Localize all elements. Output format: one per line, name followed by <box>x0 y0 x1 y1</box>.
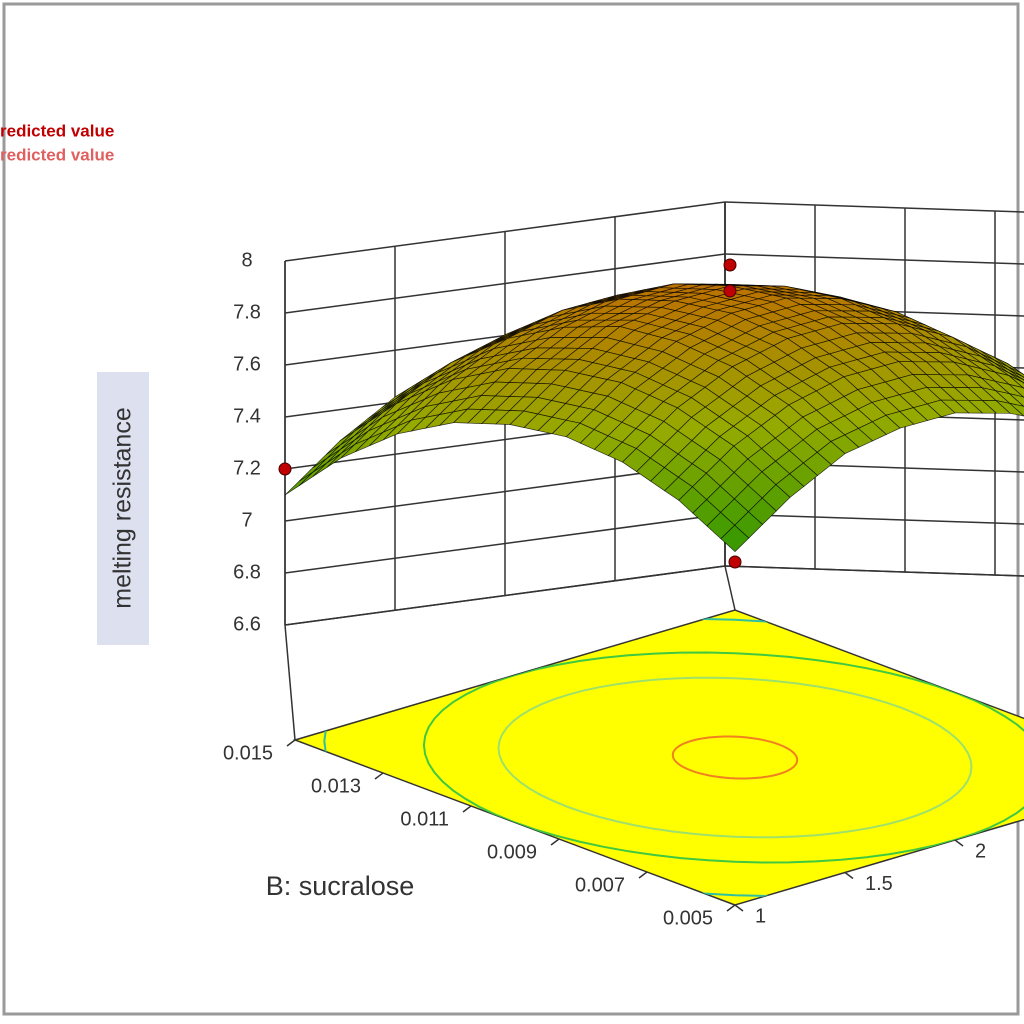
tick-mark <box>954 839 964 847</box>
b-axis-label: B: sucralose <box>266 871 415 901</box>
b-tick-label: 0.013 <box>311 775 361 797</box>
tick-mark <box>550 838 560 846</box>
a-tick-label: 1.5 <box>865 873 893 895</box>
z-axis-label: melting resistance <box>109 407 137 608</box>
contour <box>497 676 973 839</box>
annotation: redicted value <box>0 145 114 164</box>
grid-line <box>724 201 1024 213</box>
b-tick-label: 0.007 <box>575 874 625 896</box>
surface-patch <box>720 524 750 553</box>
z-tick-label: 7 <box>241 509 252 531</box>
grid-line <box>724 565 1024 577</box>
z-tick-label: 7.4 <box>233 405 261 427</box>
design-point <box>728 555 742 569</box>
a-tick-label: 1 <box>755 905 766 927</box>
b-tick-label: 0.009 <box>487 841 537 863</box>
z-tick-label: 8 <box>241 249 252 271</box>
a-tick-label: 2 <box>975 840 986 862</box>
design-point <box>278 462 292 476</box>
box-edge <box>284 624 296 741</box>
z-tick-label: 7.2 <box>233 457 261 479</box>
tick-mark <box>374 772 384 780</box>
tick-mark <box>286 739 296 747</box>
grid-line <box>724 253 1024 265</box>
b-tick-label: 0.005 <box>663 907 713 929</box>
z-tick-label: 7.8 <box>233 301 261 323</box>
tick-mark <box>734 904 744 912</box>
grid-line <box>724 513 1024 525</box>
contour <box>671 735 799 780</box>
design-point <box>723 258 737 272</box>
annotation: redicted value <box>0 121 114 140</box>
b-tick-label: 0.015 <box>223 742 273 764</box>
design-point <box>723 284 737 298</box>
z-tick-label: 6.6 <box>233 613 261 635</box>
b-tick-label: 0.011 <box>400 808 449 830</box>
tick-mark <box>462 805 472 813</box>
z-tick-label: 6.8 <box>233 561 261 583</box>
z-tick-label: 7.6 <box>233 353 261 375</box>
tick-mark <box>844 871 854 880</box>
box-edge <box>724 565 736 611</box>
tick-mark <box>726 904 736 912</box>
z-label-box <box>97 372 149 645</box>
tick-mark <box>638 871 648 879</box>
